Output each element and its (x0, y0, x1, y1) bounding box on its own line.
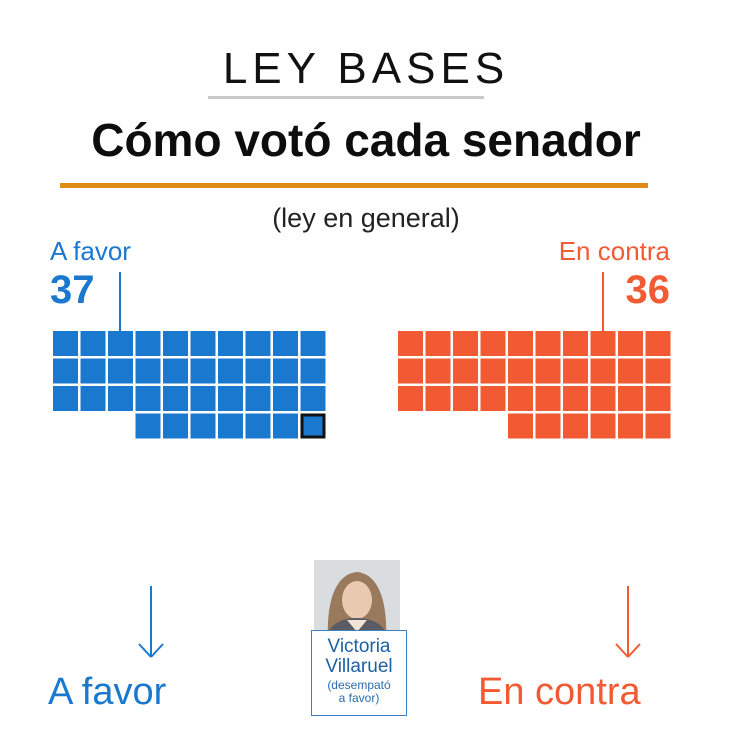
villaruel-name-line1: Victoria (327, 636, 391, 657)
waffle-cell-contra (508, 413, 533, 439)
villaruel-name: Victoria Villaruel (312, 637, 406, 677)
waffle-cell-contra (508, 386, 533, 411)
waffle-cell-contra (645, 331, 671, 356)
waffle-cell-favor (245, 358, 271, 384)
waffle-cell-contra (645, 358, 671, 384)
contra-bottom-label: En contra (478, 671, 641, 713)
waffle-cell-favor (218, 358, 243, 384)
waffle-cell-favor (190, 413, 216, 439)
waffle-cell-favor (53, 358, 78, 384)
waffle-cell-favor (218, 386, 243, 411)
waffle-cell-contra (645, 413, 671, 439)
contra-arrow-head-right (627, 643, 641, 658)
waffle-cell-contra (480, 386, 506, 411)
villaruel-note-line2: a favor) (338, 691, 380, 705)
waffle-cell-favor (300, 386, 326, 411)
waffle-cell-favor (163, 358, 188, 384)
waffle-cell-favor (218, 331, 243, 356)
waffle-cell-favor (300, 331, 326, 356)
villaruel-name-line2: Villaruel (325, 656, 393, 677)
waffle-cell-favor (190, 386, 216, 411)
waffle-cell-favor (108, 358, 133, 384)
waffle-cell-contra (618, 358, 643, 384)
waffle-cell-contra (453, 358, 478, 384)
waffle-cell-favor (163, 331, 188, 356)
waffle-cell-favor (135, 331, 161, 356)
waffle-cell-contra (618, 331, 643, 356)
waffle-cell-favor (135, 413, 161, 439)
waffle-cell-contra (563, 331, 588, 356)
waffle-cell-contra (425, 386, 451, 411)
waffle-cell-contra (535, 413, 561, 439)
contra-label: En contra (558, 236, 670, 266)
waffle-cell-contra (535, 358, 561, 384)
waffle-cell-favor (53, 386, 78, 411)
villaruel-note-line1: (desempató (327, 678, 391, 692)
waffle-cell-contra (563, 386, 588, 411)
waffle-cell-contra (453, 331, 478, 356)
waffle-cell-contra (398, 386, 423, 411)
waffle-cell-contra (453, 386, 478, 411)
waffle-cell-contra (590, 358, 616, 384)
waffle-cell-favor (190, 358, 216, 384)
waffle-cell-favor (80, 358, 106, 384)
favor-arrow-head-left (138, 643, 152, 658)
waffle-cell-contra (563, 358, 588, 384)
favor-label: A favor (50, 236, 131, 266)
contra-count: 36 (625, 268, 671, 312)
waffle-cell-favor (80, 331, 106, 356)
kicker-underline (208, 96, 484, 99)
favor-arrow-head-right (150, 643, 164, 658)
waffle-cell-contra (645, 386, 671, 411)
waffle-cell-favor (190, 331, 216, 356)
waffle-cell-contra (425, 358, 451, 384)
waffle-cell-contra (480, 358, 506, 384)
chart-title: Cómo votó cada senador (91, 114, 641, 166)
waffle-cell-contra (590, 331, 616, 356)
waffle-cell-favor (135, 358, 161, 384)
waffle-cell-favor (273, 413, 298, 439)
waffle-cell-favor (300, 358, 326, 384)
waffle-cell-contra (535, 386, 561, 411)
waffle-cell-favor (245, 413, 271, 439)
waffle-cell-favor (273, 358, 298, 384)
waffle-cell-favor (108, 386, 133, 411)
waffle-cell-contra (398, 331, 423, 356)
waffle-cell-tiebreak (300, 413, 326, 439)
waffle-cell-favor (135, 386, 161, 411)
waffle-cell-contra (618, 413, 643, 439)
favor-waffle (53, 331, 326, 439)
villaruel-photo (314, 560, 400, 642)
contra-waffle (398, 331, 671, 439)
waffle-cell-contra (590, 386, 616, 411)
villaruel-note: (desempató a favor) (312, 679, 406, 705)
waffle-cell-favor (273, 386, 298, 411)
waffle-cell-favor (163, 413, 188, 439)
waffle-cell-contra (398, 358, 423, 384)
waffle-cell-contra (590, 413, 616, 439)
chart-subtitle: (ley en general) (272, 203, 460, 233)
waffle-cell-favor (53, 331, 78, 356)
favor-count: 37 (50, 268, 95, 312)
waffle-cell-favor (108, 331, 133, 356)
waffle-cell-favor (163, 386, 188, 411)
villaruel-caption: Victoria Villaruel (desempató a favor) (311, 630, 407, 716)
waffle-cell-favor (273, 331, 298, 356)
waffle-cell-contra (508, 358, 533, 384)
waffle-cell-contra (425, 331, 451, 356)
contra-arrow-head-left (615, 643, 629, 658)
waffle-cell-contra (535, 331, 561, 356)
waffle-cell-favor (218, 413, 243, 439)
waffle-cell-contra (508, 331, 533, 356)
waffle-cell-contra (618, 386, 643, 411)
waffle-cell-favor (80, 386, 106, 411)
title-underline (60, 183, 648, 188)
waffle-cell-favor (245, 331, 271, 356)
waffle-cell-favor (245, 386, 271, 411)
waffle-cell-contra (563, 413, 588, 439)
favor-bottom-label: A favor (48, 671, 167, 713)
waffle-cell-contra (480, 331, 506, 356)
kicker-text: LEY BASES (222, 44, 510, 93)
